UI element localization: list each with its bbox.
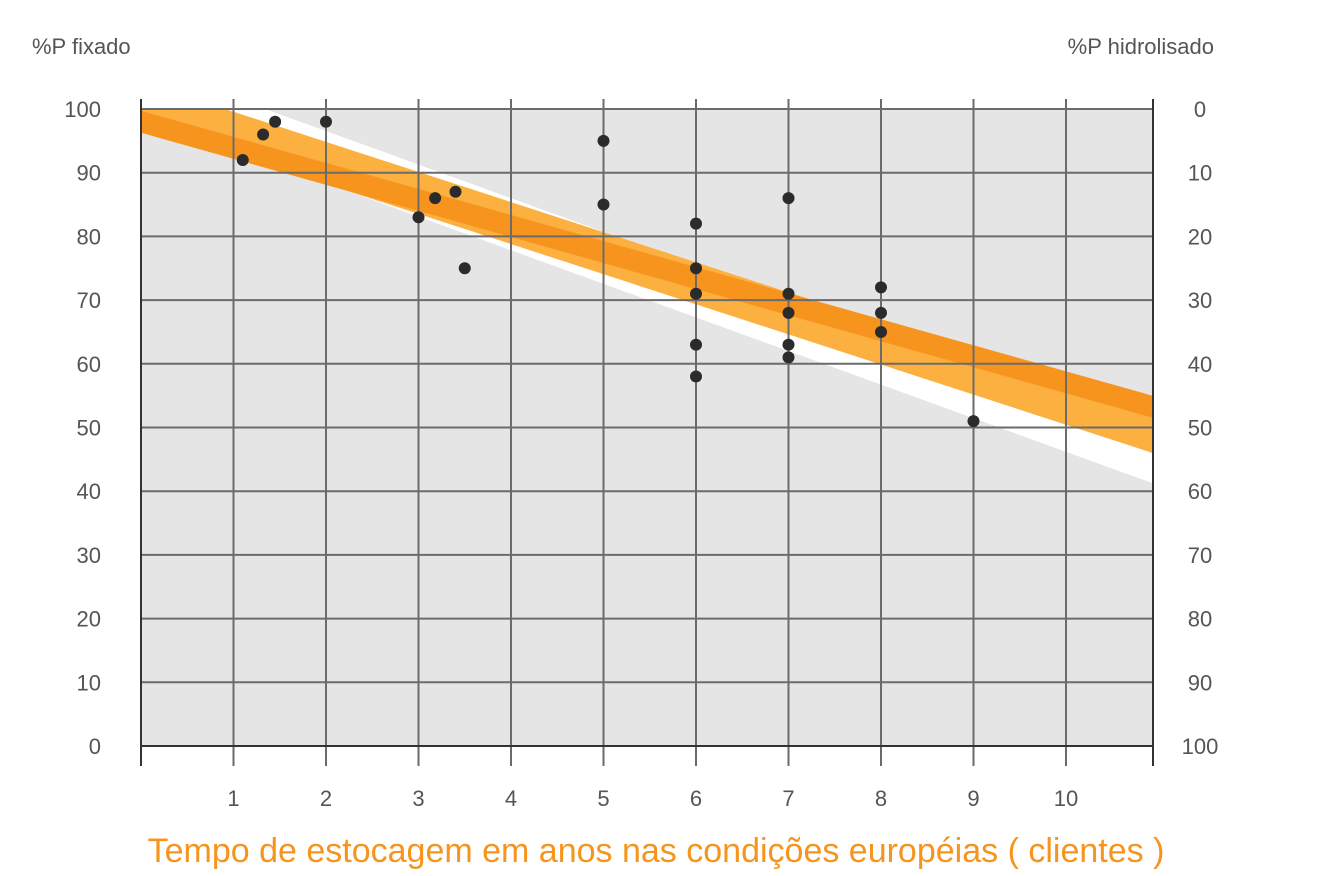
x-tick-label: 2 <box>320 786 332 811</box>
y-tick-label-left: 10 <box>77 670 101 695</box>
y-tick-label-right: 40 <box>1188 352 1212 377</box>
y-tick-label-right: 20 <box>1188 224 1212 249</box>
data-point <box>257 128 270 141</box>
data-point <box>690 287 702 300</box>
data-point <box>597 198 610 211</box>
data-point <box>875 325 887 338</box>
y-tick-label-left: 100 <box>64 97 101 122</box>
y-tick-label-right: 0 <box>1194 97 1206 122</box>
y-tick-label-left: 40 <box>77 479 101 504</box>
axes <box>140 99 1154 766</box>
tick-labels: 1 2 3 4 5 6 7 8 9 1001020304050607080901001009080… <box>64 97 1218 811</box>
y-tick-label-right: 10 <box>1188 161 1212 186</box>
data-point <box>967 415 980 428</box>
x-tick-label: 9 <box>967 786 979 811</box>
data-point <box>429 192 442 205</box>
data-point <box>875 281 887 294</box>
x-axis-title: Tempo de estocagem em anos nas condições… <box>148 832 1165 870</box>
x-tick-label: 5 <box>597 786 609 811</box>
y-tick-label-right: 80 <box>1188 607 1212 632</box>
data-point <box>449 185 462 198</box>
data-point <box>690 217 702 230</box>
y-tick-label-left: 60 <box>77 352 101 377</box>
y-tick-label-left: 80 <box>77 224 101 249</box>
data-point <box>782 287 795 300</box>
y-tick-label-right: 70 <box>1188 543 1212 568</box>
data-points <box>236 115 980 428</box>
x-tick-label: 3 <box>412 786 424 811</box>
data-point <box>597 134 610 147</box>
data-point <box>782 192 795 205</box>
y-tick-label-left: 50 <box>77 416 101 441</box>
data-point <box>269 115 282 128</box>
data-point <box>690 370 702 383</box>
y-tick-label-right: 50 <box>1188 416 1212 441</box>
data-point <box>690 262 702 275</box>
y-tick-label-right: 100 <box>1182 734 1219 759</box>
data-point <box>782 306 795 319</box>
y-tick-label-left: 90 <box>77 161 101 186</box>
x-tick-label: 8 <box>875 786 887 811</box>
y-tick-label-left: 0 <box>89 734 101 759</box>
band-inner <box>141 110 1153 418</box>
y-tick-label-left: 70 <box>77 288 101 313</box>
confidence-bands <box>141 109 1153 484</box>
y-tick-label-right: 60 <box>1188 479 1212 504</box>
grid-lines <box>141 99 1153 766</box>
x-tick-label: 1 <box>227 786 239 811</box>
data-point <box>875 306 887 319</box>
x-tick-label: 7 <box>782 786 794 811</box>
data-point <box>782 338 795 351</box>
y-tick-label-right: 90 <box>1188 670 1212 695</box>
data-point <box>320 115 332 128</box>
data-point <box>690 338 702 351</box>
data-point <box>458 262 471 275</box>
y-tick-label-right: 30 <box>1188 288 1212 313</box>
x-tick-label: 6 <box>690 786 702 811</box>
data-point <box>236 153 249 166</box>
y-tick-label-left: 30 <box>77 543 101 568</box>
y-axis-title-right: %P hidrolisado <box>1068 34 1214 59</box>
data-point <box>412 211 425 224</box>
x-tick-label: 4 <box>505 786 517 811</box>
y-tick-label-left: 20 <box>77 607 101 632</box>
data-point <box>782 351 795 364</box>
y-axis-title-left: %P fixado <box>32 34 131 59</box>
x-tick-label: 10 <box>1054 786 1078 811</box>
